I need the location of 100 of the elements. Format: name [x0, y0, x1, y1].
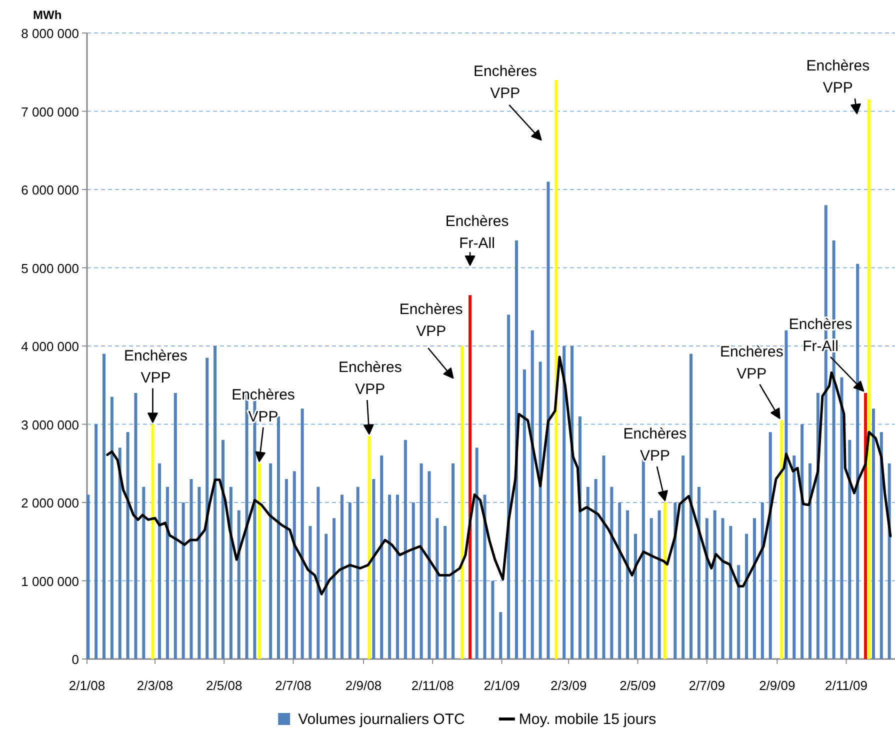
bar	[867, 100, 870, 659]
bar	[515, 240, 518, 659]
bar	[792, 456, 796, 659]
bar	[800, 424, 804, 659]
bar	[610, 486, 614, 659]
bar	[864, 392, 868, 659]
bar	[174, 392, 177, 659]
bar	[570, 346, 574, 659]
bar	[460, 346, 464, 659]
bar	[752, 518, 756, 659]
bar	[86, 494, 90, 659]
bar	[300, 408, 304, 659]
bar	[816, 392, 820, 659]
bar	[420, 463, 423, 659]
x-tick-label: 2/11/08	[411, 678, 454, 693]
bar	[538, 362, 542, 659]
x-tick-label: 2/9/08	[345, 678, 382, 693]
y-tick-label: 2 000 000	[21, 496, 79, 510]
bar	[126, 432, 130, 659]
bar	[768, 432, 772, 659]
bar	[292, 471, 296, 659]
bar	[468, 295, 472, 659]
annotation: Enchères VPP	[806, 58, 870, 97]
bar	[94, 424, 98, 659]
bar	[308, 526, 312, 659]
legend-label: Moy. mobile 15 jours	[518, 711, 656, 728]
y-tick-label: 1 000 000	[21, 574, 79, 589]
bar	[848, 440, 852, 659]
y-tick-label: 5 000 000	[21, 260, 79, 276]
x-tick-label: 2/1/08	[68, 678, 106, 693]
bar	[674, 502, 677, 659]
bar	[332, 518, 336, 659]
bar	[214, 346, 217, 659]
x-tick-label: 2/5/09	[620, 678, 656, 693]
x-tick-label: 2/5/08	[206, 678, 242, 693]
bar	[713, 510, 716, 659]
bar	[158, 463, 162, 659]
bar	[277, 416, 280, 659]
bar	[780, 420, 784, 659]
bar	[372, 479, 376, 659]
y-tick-label: 3 000 000	[21, 417, 79, 432]
bar	[729, 526, 732, 659]
bar	[690, 354, 693, 659]
bar	[348, 502, 352, 659]
bar	[697, 486, 700, 659]
legend-label: Volumes journaliers OTC	[298, 711, 465, 728]
bar	[760, 502, 764, 659]
bar	[705, 518, 708, 659]
bar	[507, 314, 510, 659]
bar	[872, 408, 875, 659]
y-tick-label: 0	[72, 652, 79, 667]
bar	[444, 526, 447, 659]
y-tick-label: 6 000 000	[21, 182, 79, 198]
y-tick-label: 4 000 000	[21, 339, 79, 354]
annotation: Enchères VPP	[338, 358, 402, 398]
y-axis-title: MWh	[33, 8, 62, 22]
bar	[562, 346, 566, 659]
x-tick-label: 2/3/09	[550, 678, 587, 693]
x-tick-label: 2/9/09	[759, 678, 796, 693]
bar	[118, 448, 122, 659]
annotation: Enchères VPP	[473, 62, 537, 102]
bar	[452, 463, 455, 659]
bar	[650, 518, 653, 659]
bar	[658, 510, 661, 659]
bar	[237, 510, 240, 659]
y-tick-label: 8 000 000	[21, 26, 79, 41]
bar	[182, 502, 185, 659]
annotation: Enchères VPP	[720, 343, 784, 382]
bar	[634, 534, 637, 659]
annotation: Enchères VPP	[623, 426, 687, 464]
annotation: Enchères Fr-All	[445, 213, 509, 252]
bar	[142, 486, 146, 659]
bar	[856, 264, 860, 659]
bar	[784, 330, 788, 659]
bar	[586, 486, 590, 659]
bar	[166, 486, 169, 659]
annotation: Enchères VPP	[399, 301, 463, 340]
bar	[491, 580, 494, 659]
bar	[221, 440, 224, 659]
y-tick-label: 7 000 000	[21, 104, 79, 120]
bar	[880, 432, 883, 659]
bar	[269, 463, 272, 659]
bar	[110, 396, 114, 659]
bar	[229, 486, 232, 659]
bar	[483, 494, 486, 659]
bar	[206, 358, 209, 659]
bar	[499, 612, 502, 659]
bar	[546, 182, 550, 659]
bar	[737, 565, 740, 659]
bar	[380, 456, 384, 659]
bar	[324, 534, 328, 659]
bar	[436, 518, 439, 659]
bar	[190, 479, 193, 659]
bar	[682, 456, 685, 659]
bar	[530, 330, 534, 659]
bar	[198, 486, 201, 659]
bar	[404, 440, 407, 659]
bar	[284, 479, 288, 659]
x-tick-label: 2/11/09	[825, 678, 868, 693]
x-tick-label: 2/1/09	[484, 678, 520, 693]
